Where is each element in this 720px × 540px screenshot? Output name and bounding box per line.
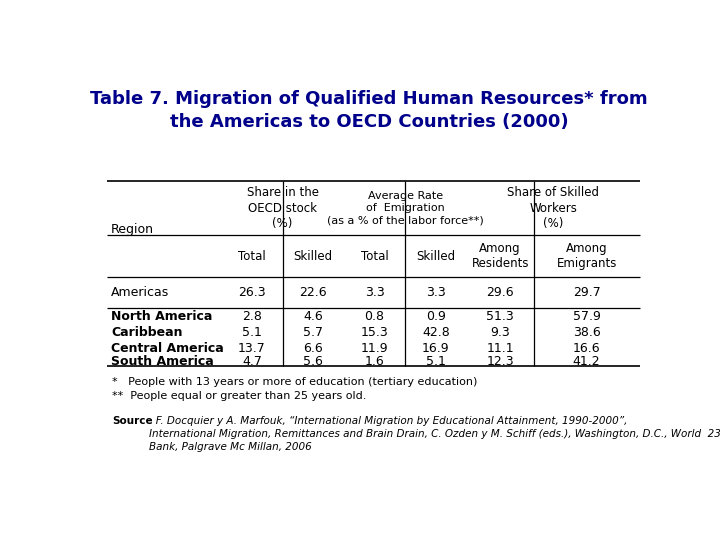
Text: 1.6: 1.6	[365, 355, 384, 368]
Text: 3.3: 3.3	[365, 286, 384, 299]
Text: 5.1: 5.1	[426, 355, 446, 368]
Text: 15.3: 15.3	[361, 326, 389, 339]
Text: Caribbean: Caribbean	[111, 326, 183, 339]
Text: 16.6: 16.6	[573, 342, 600, 355]
Text: 29.7: 29.7	[572, 286, 600, 299]
Text: 2.8: 2.8	[242, 309, 262, 323]
Text: 26.3: 26.3	[238, 286, 266, 299]
Text: Source: Source	[112, 416, 153, 426]
Text: 11.1: 11.1	[486, 342, 514, 355]
Text: 4.7: 4.7	[242, 355, 262, 368]
Text: 16.9: 16.9	[422, 342, 450, 355]
Text: 5.6: 5.6	[303, 355, 323, 368]
Text: 12.3: 12.3	[486, 355, 514, 368]
Text: Share in the
OECD stock
(%): Share in the OECD stock (%)	[246, 186, 318, 230]
Text: Table 7. Migration of Qualified Human Resources* from
the Americas to OECD Count: Table 7. Migration of Qualified Human Re…	[90, 90, 648, 131]
Text: 0.9: 0.9	[426, 309, 446, 323]
Text: 42.8: 42.8	[422, 326, 450, 339]
Text: 22.6: 22.6	[300, 286, 327, 299]
Text: Central America: Central America	[111, 342, 224, 355]
Text: *   People with 13 years or more of education (tertiary education): * People with 13 years or more of educat…	[112, 377, 477, 388]
Text: Total: Total	[238, 249, 266, 262]
Text: 9.3: 9.3	[490, 326, 510, 339]
Text: 5.7: 5.7	[303, 326, 323, 339]
Text: 51.3: 51.3	[486, 309, 514, 323]
Text: South America: South America	[111, 355, 214, 368]
Text: Skilled: Skilled	[294, 249, 333, 262]
Text: Total: Total	[361, 249, 389, 262]
Text: 0.8: 0.8	[364, 309, 384, 323]
Text: Region: Region	[111, 222, 154, 235]
Text: 5.1: 5.1	[242, 326, 262, 339]
Text: North America: North America	[111, 309, 212, 323]
Text: 3.3: 3.3	[426, 286, 446, 299]
Text: **  People equal or greater than 25 years old.: ** People equal or greater than 25 years…	[112, 391, 366, 401]
Text: Share of Skilled
Workers
(%): Share of Skilled Workers (%)	[507, 186, 599, 230]
Text: : F. Docquier y A. Marfouk, “International Migration by Educational Attainment, : : F. Docquier y A. Marfouk, “Internation…	[148, 416, 720, 452]
Text: Among
Emigrants: Among Emigrants	[557, 242, 617, 270]
Text: 6.6: 6.6	[303, 342, 323, 355]
Text: 29.6: 29.6	[486, 286, 514, 299]
Text: Americas: Americas	[111, 286, 169, 299]
Text: Average Rate
of  Emigration
(as a % of the labor force**): Average Rate of Emigration (as a % of th…	[327, 191, 484, 225]
Text: 41.2: 41.2	[573, 355, 600, 368]
Text: 11.9: 11.9	[361, 342, 388, 355]
Text: 4.6: 4.6	[303, 309, 323, 323]
Text: 38.6: 38.6	[572, 326, 600, 339]
Text: 57.9: 57.9	[572, 309, 600, 323]
Text: Skilled: Skilled	[416, 249, 456, 262]
Text: Among
Residents: Among Residents	[472, 242, 529, 270]
Text: 13.7: 13.7	[238, 342, 266, 355]
